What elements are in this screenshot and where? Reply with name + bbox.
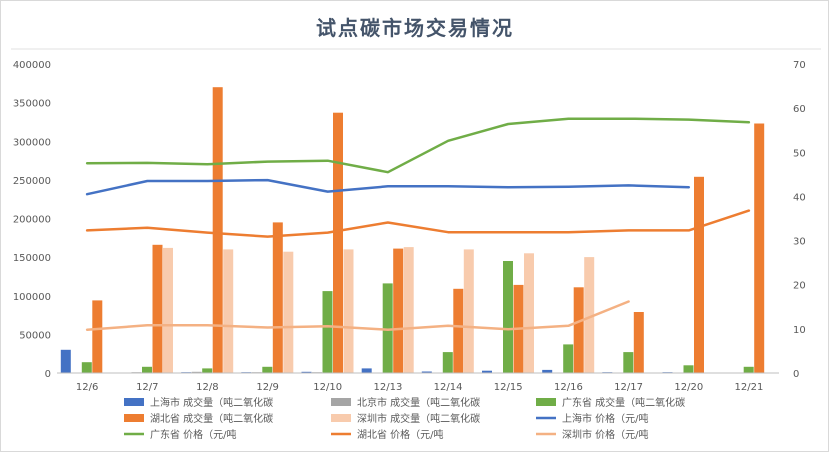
legend-label: 广东省 成交量（吨二氧化碳 — [562, 396, 685, 409]
x-tick-label: 12/13 — [373, 382, 402, 393]
legend-label: 上海市 成交量（吨二氧化碳 — [150, 396, 273, 409]
y-left-tick-label: 200000 — [13, 215, 51, 226]
legend-label: 上海市 价格（元/吨 — [562, 412, 649, 425]
bar-0 — [362, 368, 372, 373]
legend-swatch-bar — [536, 398, 556, 406]
chart-title: 试点碳市场交易情况 — [316, 16, 514, 40]
y-right-tick-label: 20 — [793, 281, 806, 292]
bar-4 — [283, 252, 293, 373]
bar-3 — [213, 87, 223, 373]
legend-label: 深圳市 成交量（吨二氧化碳 — [357, 412, 480, 425]
line-0 — [87, 180, 689, 194]
y-left-tick-label: 0 — [45, 369, 51, 380]
bar-3 — [574, 287, 584, 373]
y-left-tick-label: 150000 — [13, 253, 51, 264]
y-right-axis: 0 10 20 30 40 50 60 70 — [793, 60, 806, 380]
bar-2 — [323, 291, 333, 373]
line-1 — [87, 119, 749, 173]
y-left-tick-label: 300000 — [13, 137, 51, 148]
y-right-tick-label: 10 — [793, 325, 806, 336]
bar-3 — [694, 177, 704, 373]
bar-3 — [453, 289, 463, 373]
bar-2 — [262, 367, 272, 373]
bar-2 — [202, 368, 212, 373]
bar-2 — [82, 362, 92, 373]
y-left-tick-label: 400000 — [13, 60, 51, 71]
x-tick-label: 12/16 — [554, 382, 583, 393]
y-right-tick-label: 40 — [793, 192, 806, 203]
x-tick-label: 12/8 — [196, 382, 218, 393]
line-2 — [87, 211, 749, 237]
x-tick-label: 12/9 — [256, 382, 278, 393]
legend: 上海市 成交量（吨二氧化碳 北京市 成交量（吨二氧化碳 广东省 成交量（吨二氧化碳湖… — [124, 396, 685, 441]
bar-2 — [563, 344, 573, 373]
bar-4 — [344, 249, 354, 373]
bar-2 — [142, 367, 152, 373]
bar-3 — [273, 222, 283, 373]
line-series-group — [87, 119, 749, 330]
x-tick-label: 12/6 — [76, 382, 98, 393]
bar-3 — [393, 249, 403, 373]
legend-swatch-bar — [124, 414, 144, 422]
bar-4 — [163, 248, 173, 373]
y-right-tick-label: 30 — [793, 237, 806, 248]
y-left-tick-label: 250000 — [13, 176, 51, 187]
y-right-tick-label: 0 — [793, 369, 799, 380]
x-tick-label: 12/14 — [434, 382, 463, 393]
bar-2 — [623, 352, 633, 373]
bar-2 — [744, 367, 754, 373]
y-right-tick-label: 60 — [793, 104, 806, 115]
y-left-tick-label: 100000 — [13, 292, 51, 303]
legend-swatch-bar — [124, 398, 144, 406]
legend-label: 湖北省 价格（元/吨 — [357, 428, 444, 441]
bar-3 — [92, 300, 102, 373]
legend-swatch-bar — [331, 414, 351, 422]
bar-3 — [754, 124, 764, 374]
bar-2 — [383, 283, 393, 373]
bar-4 — [404, 247, 414, 373]
legend-label: 湖北省 成交量（吨二氧化碳 — [150, 412, 273, 425]
x-tick-label: 12/21 — [734, 382, 763, 393]
bar-3 — [153, 245, 163, 373]
x-tick-label: 12/20 — [674, 382, 703, 393]
bar-0 — [61, 350, 71, 373]
bar-3 — [333, 113, 343, 373]
legend-swatch-bar — [331, 398, 351, 406]
legend-label: 广东省 价格（元/吨 — [150, 428, 237, 441]
legend-label: 深圳市 价格（元/吨 — [562, 428, 649, 441]
bar-4 — [464, 249, 474, 373]
x-tick-label: 12/17 — [614, 382, 643, 393]
bar-4 — [223, 249, 233, 373]
bar-2 — [684, 365, 694, 373]
bar-4 — [524, 253, 534, 373]
legend-label: 北京市 成交量（吨二氧化碳 — [357, 396, 480, 409]
y-right-tick-label: 70 — [793, 60, 806, 71]
y-left-axis: 0 50000 100000 150000 200000 250000 300000 3500… — [13, 60, 51, 380]
bar-2 — [503, 261, 513, 373]
bar-2 — [443, 352, 453, 373]
bar-3 — [634, 312, 644, 373]
x-tick-label: 12/7 — [136, 382, 158, 393]
y-left-tick-label: 50000 — [19, 330, 51, 341]
x-axis: 12/6 12/7 12/8 12/9 12/10 12/13 12/14 12/15 12/1… — [76, 382, 763, 393]
y-left-tick-label: 350000 — [13, 99, 51, 110]
y-right-tick-label: 50 — [793, 148, 806, 159]
x-tick-label: 12/15 — [494, 382, 523, 393]
x-tick-label: 12/10 — [313, 382, 342, 393]
